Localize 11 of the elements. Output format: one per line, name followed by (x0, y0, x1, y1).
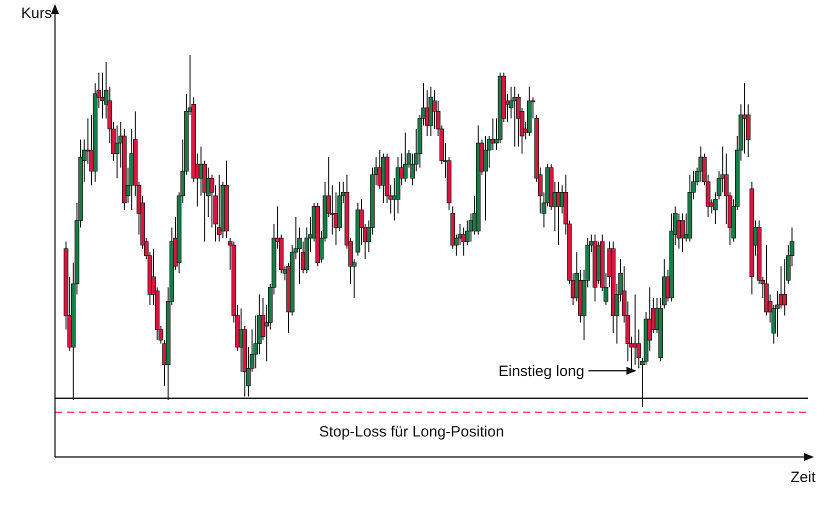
ref-line-label: Stop-Loss für Long-Position (318, 423, 504, 440)
candlestick (468, 212, 474, 242)
annotation: Einstieg long (498, 362, 584, 380)
candlestick (114, 124, 120, 179)
y-axis-title: Kurs (21, 5, 52, 22)
candlestick (483, 136, 488, 221)
candlestick (216, 174, 222, 242)
x-axis-title: Zeit (790, 469, 816, 486)
candlestick (680, 212, 685, 253)
candlestick (782, 258, 788, 316)
candlestick (402, 132, 408, 182)
